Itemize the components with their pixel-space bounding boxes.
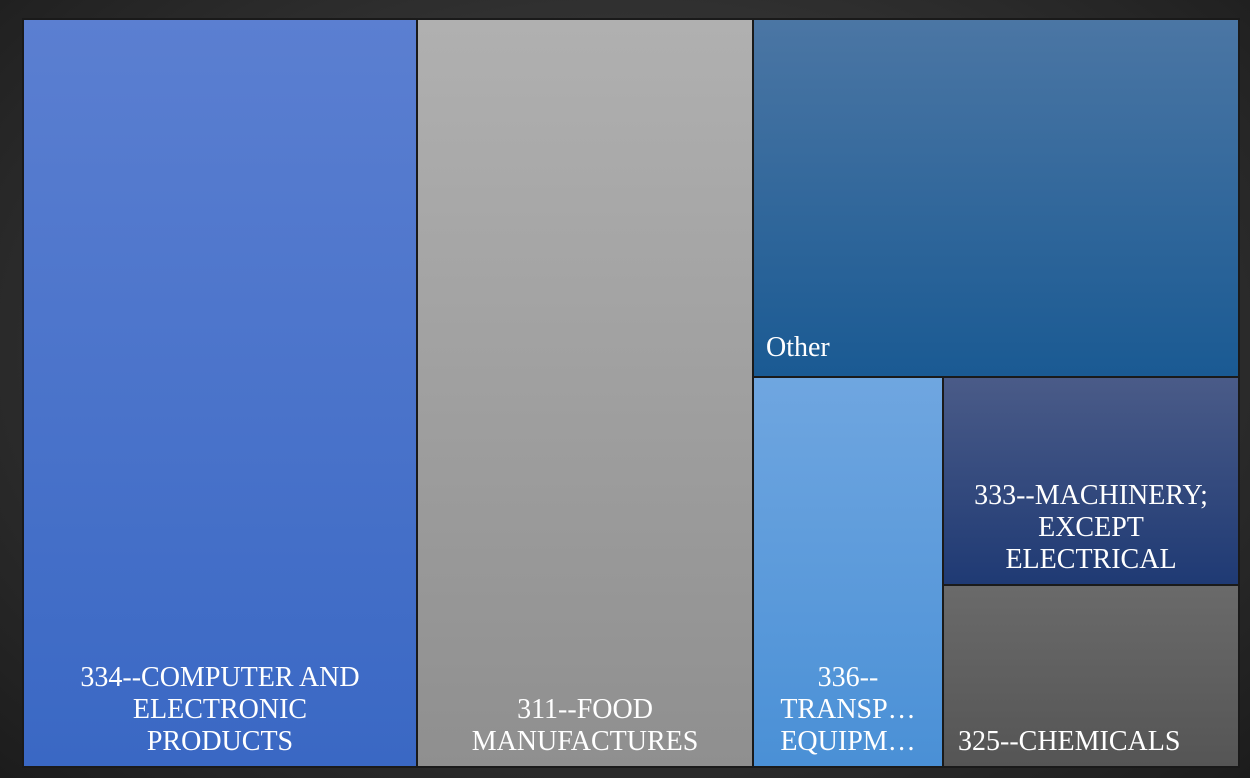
tile-label-other: Other [766,332,830,363]
treemap: 334--COMPUTER AND ELECTRONIC PRODUCTS 31… [22,18,1240,768]
tile-transportation-equipment: 336-- TRANSP… EQUIPM… [752,376,944,768]
tile-label-food-manufactures: 311--FOOD MANUFACTURES [471,694,699,757]
tile-label-transportation-equipment: 336-- TRANSP… EQUIPM… [780,662,916,757]
tile-food-manufactures: 311--FOOD MANUFACTURES [416,18,754,768]
tile-label-computer-electronic: 334--COMPUTER AND ELECTRONIC PRODUCTS [80,662,360,757]
tile-computer-electronic: 334--COMPUTER AND ELECTRONIC PRODUCTS [22,18,418,768]
tile-label-chemicals: 325--CHEMICALS [958,726,1181,757]
tile-label-machinery: 333--MACHINERY; EXCEPT ELECTRICAL [974,480,1208,575]
tile-chemicals: 325--CHEMICALS [942,584,1240,768]
tile-machinery: 333--MACHINERY; EXCEPT ELECTRICAL [942,376,1240,586]
tile-other: Other [752,18,1240,378]
